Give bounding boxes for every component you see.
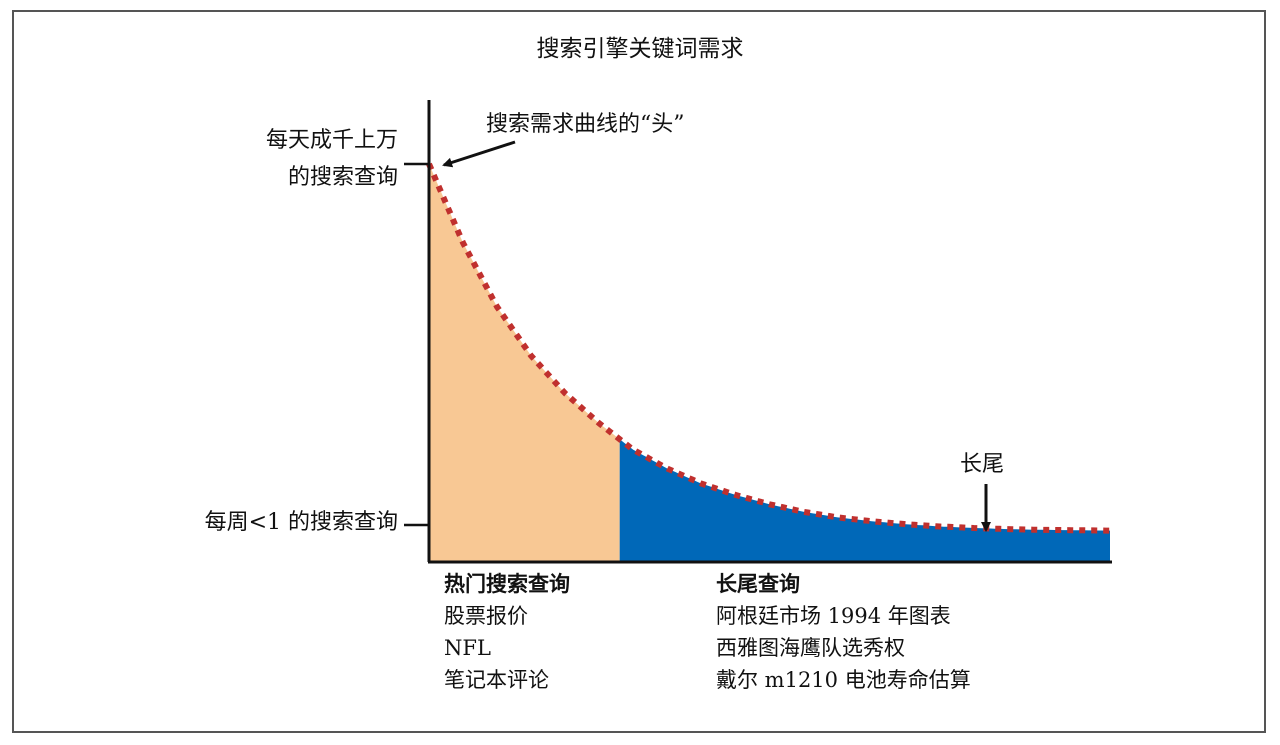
tail-example: 西雅图海鹰队选秀权 (716, 636, 905, 660)
figure-frame (12, 10, 1266, 733)
head-category: 热门搜索查询 股票报价 NFL 笔记本评论 (444, 569, 570, 696)
head-arrow (442, 140, 516, 168)
y-label-low: 每周<1 的搜索查询 (204, 510, 398, 535)
head-example: NFL (444, 636, 491, 660)
head-example: 股票报价 (444, 604, 528, 628)
head-example: 笔记本评论 (444, 668, 549, 692)
tail-category-heading: 长尾查询 (716, 572, 800, 596)
demand-curve (426, 162, 1110, 534)
tail-category: 长尾查询 阿根廷市场 1994 年图表 西雅图海鹰队选秀权 戴尔 m1210 电… (716, 569, 971, 696)
y-label-high-line2: 的搜索查询 (287, 165, 398, 190)
tail-example: 戴尔 m1210 电池寿命估算 (716, 668, 971, 692)
chart-title: 搜索引擎关键词需求 (536, 36, 744, 62)
head-annotation: 搜索需求曲线的“头” (486, 112, 685, 137)
tail-area (619, 439, 1110, 562)
y-label-high-line1: 每天成千上万 (265, 128, 398, 153)
tail-example: 阿根廷市场 1994 年图表 (716, 604, 951, 628)
head-area (429, 164, 620, 562)
tail-annotation: 长尾 (960, 452, 1005, 477)
head-category-heading: 热门搜索查询 (444, 572, 570, 596)
